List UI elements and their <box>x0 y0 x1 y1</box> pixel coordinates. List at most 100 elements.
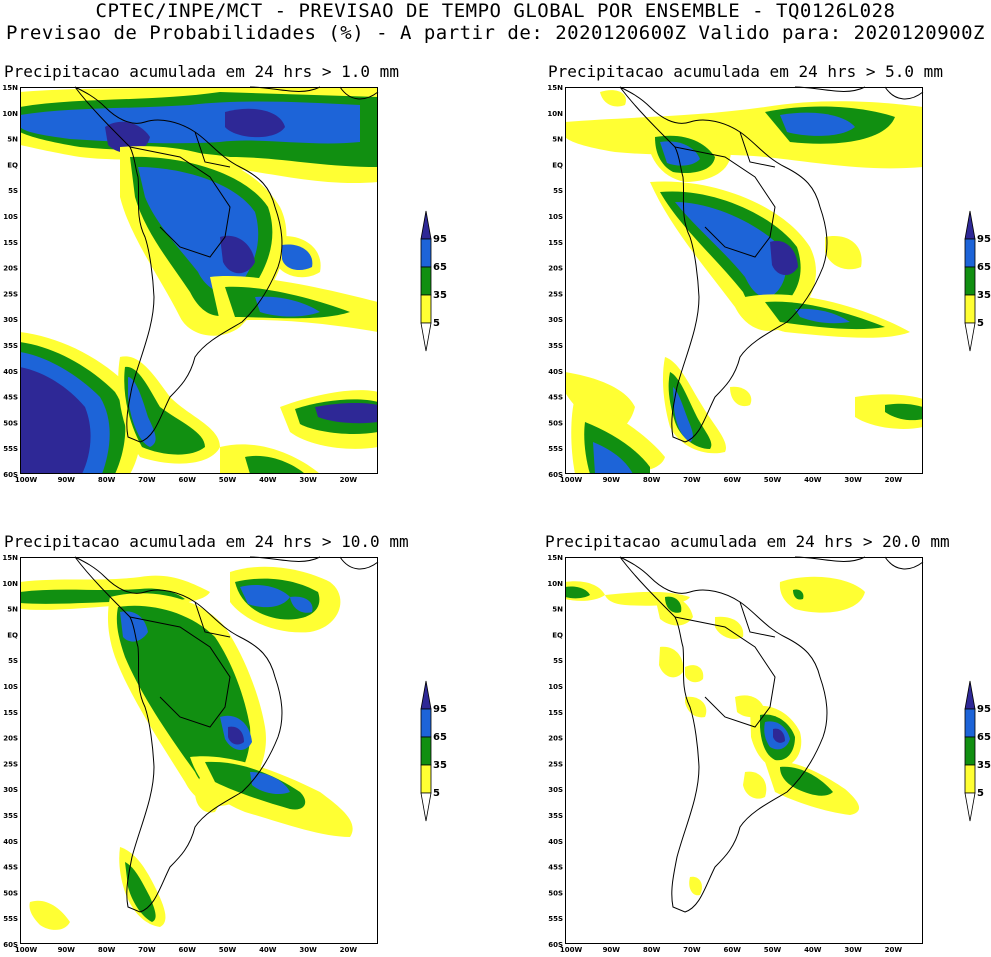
colorbar-segment-0 <box>420 322 432 352</box>
lat-tick-label: 15N <box>2 84 18 92</box>
colorbar-segment-35 <box>964 266 976 296</box>
lon-tick-label: 70W <box>683 946 701 954</box>
lat-tick-label: 5S <box>553 187 563 195</box>
lat-tick-label: 10S <box>3 213 18 221</box>
colorbar-label: 65 <box>977 262 991 273</box>
axis-labels: 15N 10N 5N EQ 5S 10S 15S 20S 25S 30S 35S 40S 45S 50S 5… <box>547 84 902 484</box>
lat-tick-label: 10S <box>548 213 563 221</box>
map-frame <box>565 557 923 944</box>
lon-tick-label: 100W <box>560 946 583 954</box>
lat-tick-label: 35S <box>3 812 18 820</box>
colorbar-segment-5 <box>420 764 432 794</box>
panel-1-title: Precipitacao acumulada em 24 hrs > 1.0 m… <box>4 62 399 81</box>
colorbar-segment-0 <box>420 792 432 822</box>
colorbar-label: 5 <box>977 788 984 799</box>
lon-tick-label: 60W <box>178 476 196 484</box>
lat-tick-label: 35S <box>548 342 563 350</box>
lat-tick-label: 5N <box>7 606 18 614</box>
colorbar-label: 35 <box>433 760 447 771</box>
lat-tick-label: EQ <box>7 631 18 639</box>
continent-outline <box>619 556 924 913</box>
lat-tick-label: 40S <box>3 838 18 846</box>
lat-tick-label: 5N <box>7 136 18 144</box>
lon-tick-label: 20W <box>885 946 903 954</box>
lon-tick-label: 90W <box>603 946 621 954</box>
colorbar-segment-65 <box>420 708 432 738</box>
lon-tick-label: 40W <box>259 476 277 484</box>
lat-tick-label: 30S <box>3 786 18 794</box>
lon-tick-label: 60W <box>723 946 741 954</box>
lat-tick-label: 35S <box>3 342 18 350</box>
lat-tick-label: 15N <box>547 554 563 562</box>
lat-tick-label: 55S <box>3 445 18 453</box>
lat-tick-label: 10N <box>547 110 563 118</box>
panel-3-title: Precipitacao acumulada em 24 hrs > 10.0 … <box>4 532 409 551</box>
lon-tick-label: 90W <box>58 476 76 484</box>
colorbar-panel-3: 95 65 35 5 <box>420 680 447 822</box>
lat-tick-label: 10N <box>2 110 18 118</box>
header-line-1: CPTEC/INPE/MCT - PREVISAO DE TEMPO GLOBA… <box>95 0 896 22</box>
colorbar-segment-95 <box>964 680 976 710</box>
colorbar-label: 35 <box>433 290 447 301</box>
lon-tick-label: 100W <box>560 476 583 484</box>
lat-tick-label: 55S <box>3 915 18 923</box>
lat-tick-label: 15S <box>548 709 563 717</box>
lat-tick-label: 40S <box>548 368 563 376</box>
lat-tick-label: EQ <box>552 631 563 639</box>
lon-tick-label: 50W <box>764 946 782 954</box>
lat-tick-label: 30S <box>548 786 563 794</box>
lat-tick-label: 60S <box>548 471 563 479</box>
lon-tick-label: 80W <box>643 476 661 484</box>
lat-tick-label: 15N <box>547 84 563 92</box>
lon-tick-label: 30W <box>844 946 862 954</box>
lat-tick-label: 60S <box>3 471 18 479</box>
lat-tick-label: 20S <box>548 735 563 743</box>
colorbar-label: 5 <box>977 318 984 329</box>
lon-tick-label: 50W <box>764 476 782 484</box>
colorbar-segment-5 <box>964 764 976 794</box>
colorbar-segment-35 <box>420 266 432 296</box>
colorbar-segment-95 <box>964 210 976 240</box>
map-panel-3: 15N 10N 5N EQ 5S 10S 15S 20S 25S 30S 35S 40S 45S 50S 5… <box>2 554 379 954</box>
colorbar-segment-65 <box>964 238 976 268</box>
lat-tick-label: 45S <box>3 864 18 872</box>
lon-tick-label: 80W <box>643 946 661 954</box>
map-panel-2: 15N 10N 5N EQ 5S 10S 15S 20S 25S 30S 35S 40S 45S 50S 5… <box>547 84 924 484</box>
colorbar-label: 35 <box>977 290 991 301</box>
lat-tick-label: EQ <box>552 161 563 169</box>
lon-tick-label: 40W <box>804 476 822 484</box>
colorbar-label: 5 <box>433 788 440 799</box>
colorbar-segment-35 <box>964 736 976 766</box>
lat-tick-label: 45S <box>3 394 18 402</box>
lon-tick-label: 60W <box>723 476 741 484</box>
colorbar-panel-4: 95 65 35 5 <box>964 680 991 822</box>
colorbar-label: 5 <box>433 318 440 329</box>
lon-tick-label: 30W <box>299 946 317 954</box>
lon-tick-label: 20W <box>885 476 903 484</box>
axis-labels: 15N 10N 5N EQ 5S 10S 15S 20S 25S 30S 35S 40S 45S 50S 5… <box>547 554 902 954</box>
map-panel-4: 15N 10N 5N EQ 5S 10S 15S 20S 25S 30S 35S 40S 45S 50S 5… <box>547 554 924 954</box>
lon-tick-label: 90W <box>58 946 76 954</box>
lat-tick-label: 25S <box>548 290 563 298</box>
lat-tick-label: 40S <box>548 838 563 846</box>
lat-tick-label: 50S <box>548 419 563 427</box>
colorbar-label: 65 <box>433 262 447 273</box>
lon-tick-label: 90W <box>603 476 621 484</box>
lon-tick-label: 20W <box>340 946 358 954</box>
lon-tick-label: 80W <box>98 476 116 484</box>
colorbar-segment-5 <box>420 294 432 324</box>
lat-tick-label: 10N <box>547 580 563 588</box>
lat-tick-label: 25S <box>548 760 563 768</box>
lat-tick-label: 20S <box>548 265 563 273</box>
panel-2-title: Precipitacao acumulada em 24 hrs > 5.0 m… <box>548 62 943 81</box>
lat-tick-label: 10N <box>2 580 18 588</box>
lon-tick-label: 80W <box>98 946 116 954</box>
lon-tick-label: 70W <box>683 476 701 484</box>
lon-tick-label: 70W <box>138 946 156 954</box>
probability-field <box>565 576 865 896</box>
colorbar-label: 95 <box>433 234 447 245</box>
colorbar-label: 35 <box>977 760 991 771</box>
colorbar-segment-65 <box>964 708 976 738</box>
lat-tick-label: 5S <box>553 657 563 665</box>
lat-tick-label: 40S <box>3 368 18 376</box>
